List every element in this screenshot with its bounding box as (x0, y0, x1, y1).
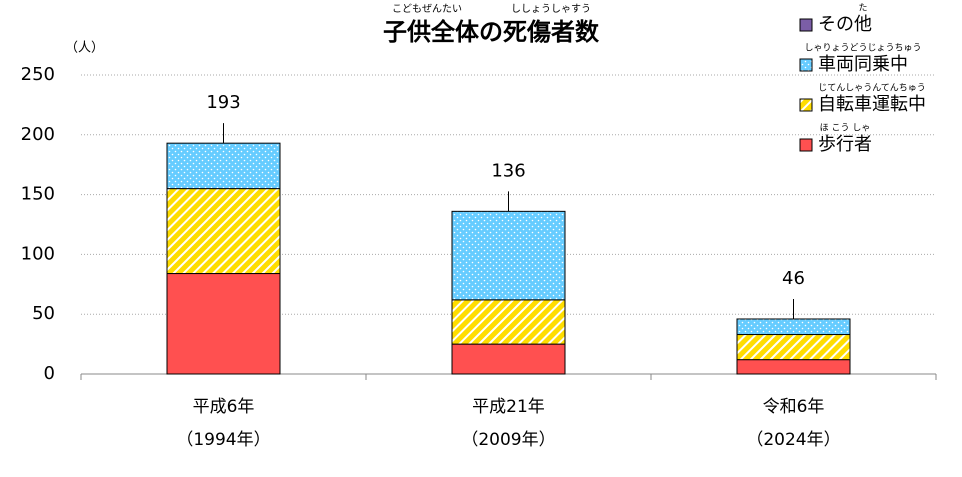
legend-swatch (799, 58, 813, 72)
legend-furigana: じてんしゃうんてんちゅう (818, 83, 926, 94)
legend-swatch (799, 138, 813, 152)
bar-segment (451, 343, 566, 375)
bar-segment (736, 334, 851, 361)
total-label: 136 (491, 160, 525, 181)
total-label: 193 (206, 92, 240, 113)
bar-segment (736, 318, 851, 336)
legend-label: 自転車運転中 (818, 94, 926, 115)
bar-segment (451, 210, 566, 301)
title-furigana: こどもぜんたい (392, 3, 462, 15)
bar-segment (166, 273, 281, 375)
legend-furigana: た (858, 3, 867, 14)
x-tick-sublabel: （1994年） (176, 430, 270, 450)
x-tick-sublabel: （2009年） (461, 430, 555, 450)
chart-title: 子供全体の死傷者数 (383, 18, 600, 46)
bar-segment (166, 188, 281, 275)
y-tick-label: 150 (21, 184, 55, 205)
legend-swatch (799, 98, 813, 112)
x-tick-label: 令和6年 (763, 397, 825, 417)
bar-segment (451, 299, 566, 345)
y-tick-label: 50 (32, 303, 55, 324)
y-tick-label: 250 (21, 64, 55, 85)
legend-label: 歩行者 (818, 134, 872, 155)
y-tick-label: 200 (21, 124, 55, 145)
bar-segment (736, 359, 851, 375)
x-tick-label: 平成6年 (193, 397, 255, 417)
title-furigana: ししょうしゃすう (511, 3, 591, 15)
total-label: 46 (782, 268, 805, 289)
x-tick-label: 平成21年 (472, 397, 545, 417)
y-tick-label: 0 (44, 363, 55, 384)
legend-furigana: ほ こう しゃ (820, 123, 871, 134)
legend-label: 車両同乗中 (818, 54, 908, 75)
bar-segment (166, 142, 281, 190)
legend-label: その他 (818, 14, 872, 35)
y-tick-label: 100 (21, 243, 55, 264)
y-unit: （人） (65, 41, 104, 56)
legend-swatch (799, 18, 813, 32)
legend-furigana: しゃりょうどうじょうちゅう (804, 43, 921, 54)
x-tick-sublabel: （2024年） (746, 430, 840, 450)
